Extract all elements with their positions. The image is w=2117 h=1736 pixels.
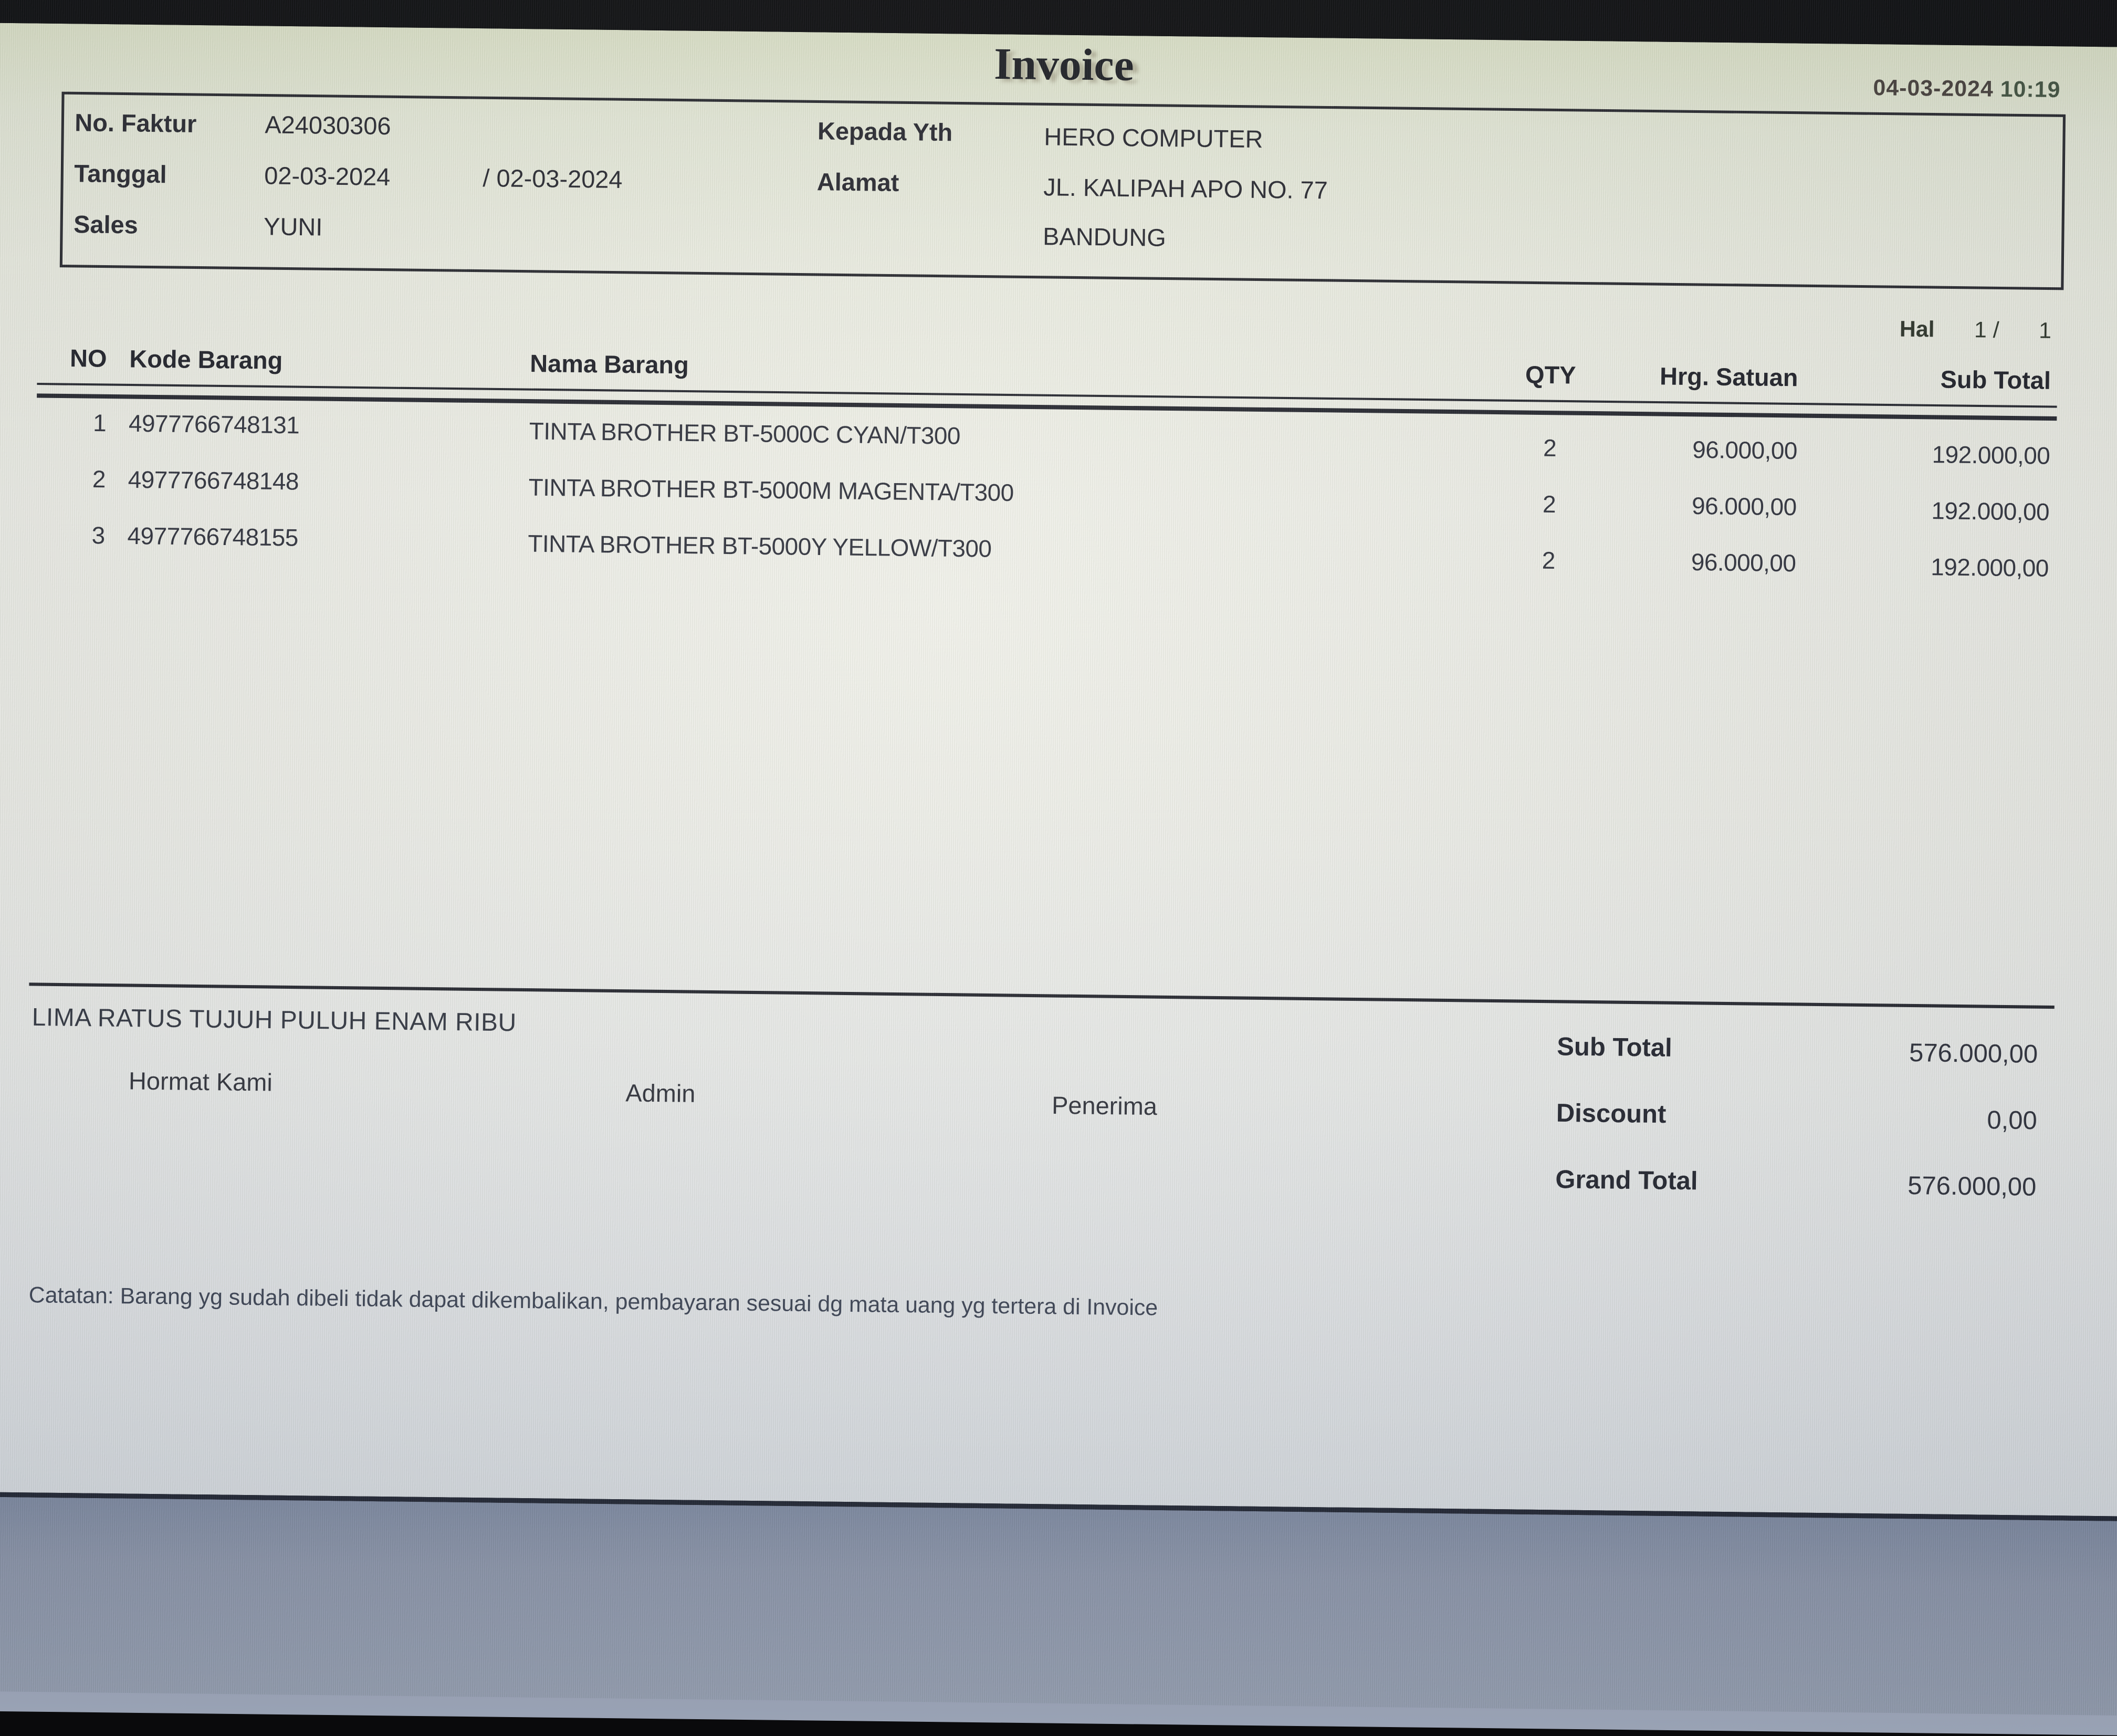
row-nama: TINTA BROTHER BT-5000Y YELLOW/T300: [528, 529, 992, 562]
row-sub-total: 192.000,00: [1931, 497, 2050, 526]
row-kode: 4977766748148: [128, 465, 299, 495]
grand-total-label: Grand Total: [1555, 1165, 1698, 1196]
row-hrg-satuan: 96.000,00: [1691, 548, 1796, 577]
row-kode: 4977766748131: [128, 409, 300, 439]
col-header-nama: Nama Barang: [530, 349, 689, 379]
no-faktur-value: A24030306: [265, 110, 391, 140]
tanggal-value: 02-03-2024: [264, 161, 391, 191]
discount-value: 0,00: [1987, 1106, 2038, 1135]
print-date: 04-03-2024: [1873, 75, 1994, 101]
col-header-sub-total: Sub Total: [1940, 365, 2051, 395]
hal-total: 1: [2038, 317, 2052, 343]
alamat-value: JL. KALIPAH APO NO. 77: [1043, 173, 1328, 204]
col-header-hrg-satuan: Hrg. Satuan: [1659, 362, 1798, 392]
signature-admin: Admin: [625, 1079, 696, 1108]
sub-total-value: 576.000,00: [1909, 1039, 2038, 1069]
print-datetime: 04-03-2024 10:19: [1873, 75, 2060, 102]
signature-hormat-kami: Hormat Kami: [128, 1066, 273, 1096]
alamat-label: Alamat: [816, 168, 899, 197]
page-indicator: Hal 1 / 1: [1900, 316, 2052, 343]
row-nama: TINTA BROTHER BT-5000M MAGENTA/T300: [528, 473, 1014, 507]
row-qty: 2: [1542, 546, 1556, 574]
sales-value: YUNI: [263, 212, 323, 241]
tanggal-value-2: / 02-03-2024: [483, 164, 623, 194]
col-header-qty: QTY: [1525, 360, 1576, 389]
grand-total-value: 576.000,00: [1907, 1172, 2037, 1201]
row-qty: 2: [1543, 434, 1557, 462]
row-sub-total: 192.000,00: [1932, 441, 2050, 469]
no-faktur-label: No. Faktur: [75, 108, 197, 138]
alamat-city: BANDUNG: [1042, 222, 1167, 252]
print-time: 10:19: [2000, 76, 2061, 102]
row-no: 1: [92, 409, 107, 437]
row-hrg-satuan: 96.000,00: [1691, 492, 1797, 521]
kepada-value: HERO COMPUTER: [1044, 122, 1263, 153]
kepada-label: Kepada Yth: [817, 117, 953, 147]
row-qty: 2: [1542, 490, 1556, 518]
hal-current: 1 /: [1974, 317, 1999, 343]
hal-label: Hal: [1899, 316, 1935, 342]
discount-label: Discount: [1556, 1099, 1667, 1129]
row-no: 2: [92, 465, 106, 493]
row-kode: 4977766748155: [127, 522, 299, 551]
row-nama: TINTA BROTHER BT-5000C CYAN/T300: [529, 417, 961, 450]
row-hrg-satuan: 96.000,00: [1692, 436, 1798, 465]
row-no: 3: [91, 521, 106, 549]
bottom-window-band: [0, 1491, 2117, 1736]
sales-label: Sales: [73, 210, 139, 239]
col-header-no: NO: [69, 344, 107, 373]
col-header-kode: Kode Barang: [129, 344, 283, 374]
row-sub-total: 192.000,00: [1930, 553, 2049, 582]
sub-total-label: Sub Total: [1557, 1032, 1673, 1063]
signature-penerima: Penerima: [1051, 1091, 1158, 1121]
amount-in-words: LIMA RATUS TUJUH PULUH ENAM RIBU: [32, 1002, 517, 1037]
page-title: Invoice: [993, 39, 1135, 91]
tanggal-label: Tanggal: [74, 159, 167, 189]
